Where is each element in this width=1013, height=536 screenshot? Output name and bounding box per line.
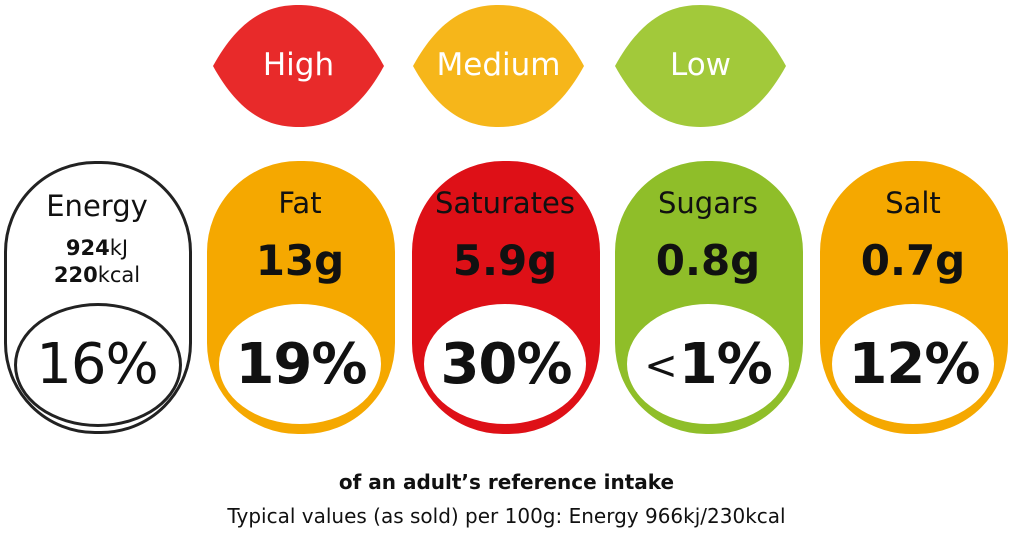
energy-kcal-unit: kcal [97, 263, 141, 287]
saturates-name: Saturates [435, 186, 575, 220]
fat-amount: 13g [255, 236, 345, 285]
legend-low: Low [613, 5, 788, 127]
fat-percent-oval [219, 304, 381, 424]
legend-medium: Medium [411, 5, 586, 127]
sugars-percent-value: 1% [678, 332, 773, 397]
fat-name: Fat [278, 186, 322, 220]
legend-label-high: High [262, 47, 335, 83]
fat-card: Fat 13g 19% [205, 159, 395, 434]
salt-percent-value: 12% [848, 332, 980, 397]
sugars-name: Sugars [658, 186, 758, 220]
energy-kcal-value: 220 [53, 263, 98, 287]
energy-percent: 16% [36, 332, 158, 397]
legend-label-low: Low [669, 47, 732, 83]
legend-label-medium: Medium [436, 47, 561, 83]
fat-percent-value: 19% [235, 332, 367, 397]
saturates-percent-value: 30% [440, 332, 572, 397]
saturates-percent: 30% [410, 333, 600, 402]
lemon-shape-high [213, 5, 384, 127]
energy-kj-value: 924 [65, 236, 110, 260]
energy-kcal: 220kcal [2, 262, 192, 288]
sugars-percent-prefix: < [644, 343, 678, 389]
salt-name: Salt [885, 186, 941, 220]
salt-card: Salt 0.7g 12% [818, 159, 1008, 434]
energy-kj: 924kJ [2, 235, 192, 261]
legend-high: High [211, 5, 386, 127]
energy-kj-unit: kJ [109, 236, 129, 260]
fat-percent: 19% [205, 333, 395, 402]
lemon-shape-medium [413, 5, 584, 127]
sugars-percent: <1% [613, 333, 803, 402]
energy-card: Energy 924kJ 220kcal 16% [2, 159, 192, 434]
reference-intake-text: of an adult’s reference intake [338, 470, 675, 494]
lemon-shape-low [615, 5, 786, 127]
sugars-percent-oval [627, 304, 789, 424]
saturates-percent-oval [424, 304, 586, 424]
energy-name: Energy [46, 189, 148, 223]
saturates-card: Saturates 5.9g 30% [410, 159, 600, 434]
salt-percent-oval [832, 304, 994, 424]
salt-amount: 0.7g [860, 236, 966, 285]
saturates-amount: 5.9g [452, 236, 558, 285]
salt-percent: 12% [818, 333, 1008, 402]
sugars-card: Sugars 0.8g <1% [613, 159, 803, 434]
energy-percent-oval [14, 303, 182, 427]
sugars-amount: 0.8g [655, 236, 761, 285]
typical-values-text: Typical values (as sold) per 100g: Energ… [227, 504, 786, 528]
